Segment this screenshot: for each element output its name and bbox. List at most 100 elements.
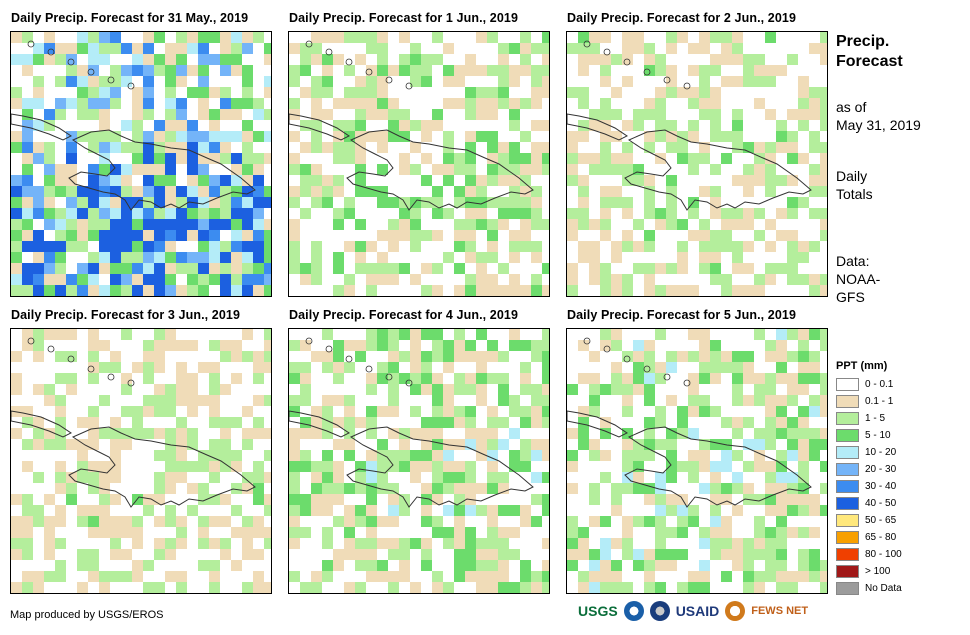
precip-cell (677, 219, 688, 230)
precip-cell (355, 516, 366, 527)
precip-cell (344, 439, 355, 450)
precip-cell (421, 450, 432, 461)
precip-cell (443, 582, 454, 593)
precip-cell (611, 186, 622, 197)
precip-cell (388, 362, 399, 373)
precip-cell (498, 472, 509, 483)
precip-cell (253, 373, 264, 384)
precip-cell (633, 241, 644, 252)
precip-cell (743, 373, 754, 384)
precip-cell (754, 54, 765, 65)
precip-cell (154, 274, 165, 285)
precip-cell (88, 351, 99, 362)
precip-cell (11, 384, 22, 395)
precip-cell (688, 428, 699, 439)
precip-cell (154, 142, 165, 153)
precip-cell (77, 560, 88, 571)
precip-cell (531, 384, 542, 395)
precip-cell (622, 43, 633, 54)
precip-cell (187, 142, 198, 153)
precip-cell (765, 461, 776, 472)
precip-cell (732, 483, 743, 494)
precip-cell (666, 186, 677, 197)
precip-cell (487, 571, 498, 582)
precip-cell (66, 329, 77, 340)
precip-cell (677, 406, 688, 417)
precip-cell (688, 406, 699, 417)
precip-cell (754, 175, 765, 186)
precip-cell (776, 395, 787, 406)
precip-cell (88, 131, 99, 142)
precip-cell (567, 274, 578, 285)
legend-label: 30 - 40 (865, 481, 897, 492)
precip-cell (22, 219, 33, 230)
precip-cell (787, 131, 798, 142)
usgs-logo: USGS (578, 603, 618, 619)
precip-cell (366, 43, 377, 54)
precip-cell (710, 197, 721, 208)
precip-cell (754, 395, 765, 406)
precip-cell (11, 208, 22, 219)
precip-cell (77, 549, 88, 560)
precip-cell (121, 252, 132, 263)
precip-cell (220, 296, 231, 297)
island-outline (47, 48, 55, 56)
precip-cell (578, 153, 589, 164)
precip-cell (633, 384, 644, 395)
precip-cell (88, 219, 99, 230)
precip-cell (388, 450, 399, 461)
precip-cell (66, 483, 77, 494)
precip-cell (264, 241, 271, 252)
precip-cell (289, 494, 300, 505)
precip-cell (589, 164, 600, 175)
precip-cell (487, 142, 498, 153)
precip-cell (11, 54, 22, 65)
precip-cell (333, 560, 344, 571)
precip-cell (311, 142, 322, 153)
precip-cell (622, 142, 633, 153)
precip-cell (22, 274, 33, 285)
precip-cell (421, 351, 432, 362)
precip-cell (498, 197, 509, 208)
precip-cell (710, 439, 721, 450)
precip-cell (55, 230, 66, 241)
precip-cell (509, 340, 520, 351)
precip-cell (264, 219, 271, 230)
precip-cell (242, 142, 253, 153)
precip-cell (611, 164, 622, 175)
precip-cell (311, 461, 322, 472)
precip-cell (322, 109, 333, 120)
precip-cell (322, 505, 333, 516)
precip-cell (732, 296, 743, 297)
precip-cell (333, 593, 344, 594)
precip-cell (542, 87, 549, 98)
precip-cell (633, 164, 644, 175)
precip-cell (33, 582, 44, 593)
precip-cell (22, 65, 33, 76)
precip-cell (322, 329, 333, 340)
hispaniola-coastline (68, 129, 256, 211)
precip-cell (589, 351, 600, 362)
precip-cell (666, 208, 677, 219)
precip-cell (542, 538, 549, 549)
precip-cell (732, 351, 743, 362)
cuba-coastline (567, 410, 628, 438)
precip-cell (187, 131, 198, 142)
precip-cell (655, 406, 666, 417)
precip-cell (732, 560, 743, 571)
precip-cell (377, 472, 388, 483)
precip-cell (22, 296, 33, 297)
precip-cell (55, 516, 66, 527)
precip-cell (209, 54, 220, 65)
precip-cell (732, 263, 743, 274)
precip-cell (699, 527, 710, 538)
precip-cell (231, 296, 242, 297)
precip-cell (176, 582, 187, 593)
precip-cell (754, 494, 765, 505)
precip-cell (542, 472, 549, 483)
precip-cell (322, 65, 333, 76)
precip-cell (231, 560, 242, 571)
precip-cell (498, 54, 509, 65)
precip-cell (443, 351, 454, 362)
precip-cell (520, 32, 531, 43)
